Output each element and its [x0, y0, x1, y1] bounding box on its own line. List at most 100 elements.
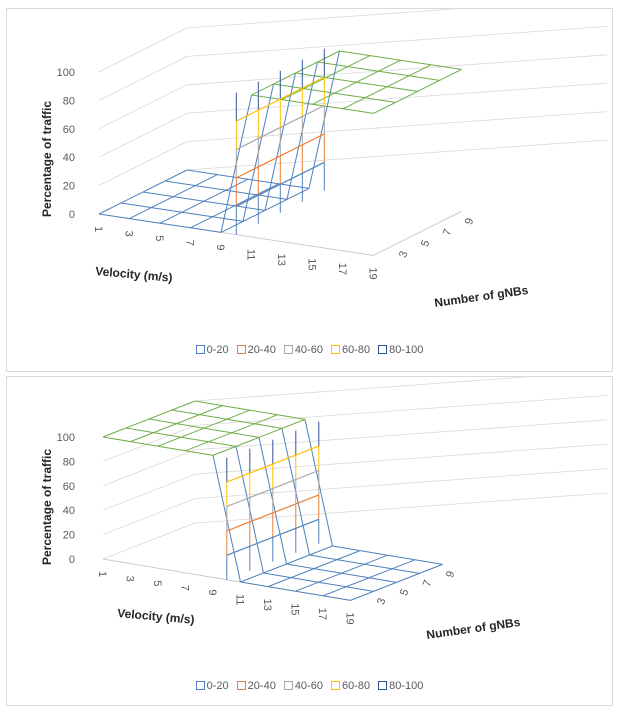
y-tick-label: 3 — [375, 597, 388, 607]
surface-line — [130, 405, 223, 443]
surface-line — [249, 409, 278, 416]
surface-line — [303, 88, 335, 94]
z-tick-label: 20 — [63, 181, 75, 193]
gridline — [98, 84, 188, 130]
legend-label: 80-100 — [389, 344, 424, 356]
surface-line — [217, 174, 249, 180]
legend-swatch — [378, 681, 388, 690]
gridline — [102, 449, 196, 487]
surface-line — [350, 563, 443, 601]
surface-line — [148, 418, 177, 425]
surface-line — [208, 441, 237, 447]
surface-line — [342, 64, 432, 110]
surface-line — [171, 409, 200, 416]
surface-line — [159, 222, 191, 229]
x-tick-label: 15 — [306, 258, 318, 270]
x-tick-label: 7 — [184, 240, 196, 246]
surface-line — [194, 400, 223, 407]
floor-edge — [373, 211, 462, 256]
y-axis-title: Number of gNBs — [433, 283, 529, 310]
gridline — [98, 112, 188, 158]
surface-line — [222, 405, 251, 411]
x-tick-label: 19 — [344, 612, 356, 624]
surface-line — [322, 595, 351, 601]
surface-line — [359, 550, 388, 556]
surface-line — [153, 432, 182, 438]
surface-line — [277, 414, 306, 420]
gridline — [186, 139, 608, 171]
surface-line — [322, 559, 416, 597]
surface-line — [325, 77, 357, 83]
y-tick-label: 7 — [421, 579, 434, 589]
y-tick-label: 5 — [419, 239, 432, 249]
legend-label: 20-40 — [247, 680, 276, 692]
surface-line — [408, 75, 440, 81]
surface-line — [203, 200, 235, 207]
surface-line — [336, 559, 365, 565]
z-tick-label: 40 — [63, 152, 75, 164]
legend-label: 0-20 — [206, 680, 229, 692]
surface-line — [342, 108, 374, 114]
surface-line — [247, 178, 279, 185]
surface-line — [387, 554, 416, 561]
gridline — [186, 9, 459, 29]
contour-line — [236, 133, 325, 179]
x-tick-label: 17 — [316, 608, 328, 620]
surface-line — [151, 207, 183, 213]
contour-line — [226, 445, 320, 483]
y-tick-label: 9 — [463, 217, 476, 227]
gridline — [194, 419, 608, 451]
surface-line — [190, 227, 222, 233]
surface-line — [98, 213, 130, 220]
gridline — [98, 27, 188, 73]
surface-line — [400, 59, 432, 66]
surface-line — [203, 427, 232, 434]
z-tick-label: 20 — [63, 530, 75, 542]
surface-line — [254, 423, 283, 429]
x-tick-label: 9 — [214, 244, 226, 250]
surface-line — [341, 572, 370, 579]
surface-line — [378, 70, 410, 77]
legend-label: 60-80 — [341, 680, 371, 692]
x-tick-label: 7 — [179, 585, 191, 591]
y-tick-label: 5 — [398, 588, 411, 598]
gridline — [194, 492, 608, 524]
x-tick-label: 5 — [153, 235, 165, 241]
legend-swatch — [236, 345, 246, 354]
surface-line — [234, 205, 266, 211]
legend-item: 40-60 — [283, 680, 323, 692]
surface-line — [173, 196, 205, 202]
x-tick-label: 1 — [96, 571, 108, 577]
surface-line — [240, 545, 333, 583]
surface-line — [212, 216, 244, 222]
surface-line — [157, 445, 186, 452]
legend-swatch — [195, 345, 205, 354]
legend-item: 80-100 — [378, 680, 423, 692]
legend-swatch — [330, 681, 340, 690]
legend-item: 20-40 — [236, 344, 276, 356]
surface-line — [364, 563, 393, 570]
legend-label: 60-80 — [341, 344, 371, 356]
legend-swatch — [236, 681, 246, 690]
surface-line — [129, 218, 161, 224]
legend-swatch — [283, 681, 293, 690]
legend-item: 40-60 — [283, 344, 323, 356]
surface-line — [267, 586, 296, 592]
legend-item: 20-40 — [236, 680, 276, 692]
gridline — [194, 468, 608, 499]
surface-line — [430, 64, 462, 70]
surface-line — [295, 554, 388, 592]
surface-line — [339, 50, 371, 57]
contour-line — [236, 161, 325, 207]
x-tick-label: 11 — [245, 249, 257, 260]
surface-line — [226, 418, 255, 425]
surface-line — [142, 191, 174, 198]
legend-label: 40-60 — [294, 344, 323, 356]
x-tick-label: 17 — [336, 263, 348, 275]
surface-line — [281, 55, 371, 101]
surface-line — [386, 86, 418, 92]
x-tick-label: 1 — [92, 226, 104, 232]
surface-line — [256, 194, 288, 200]
surface-line — [98, 169, 188, 215]
